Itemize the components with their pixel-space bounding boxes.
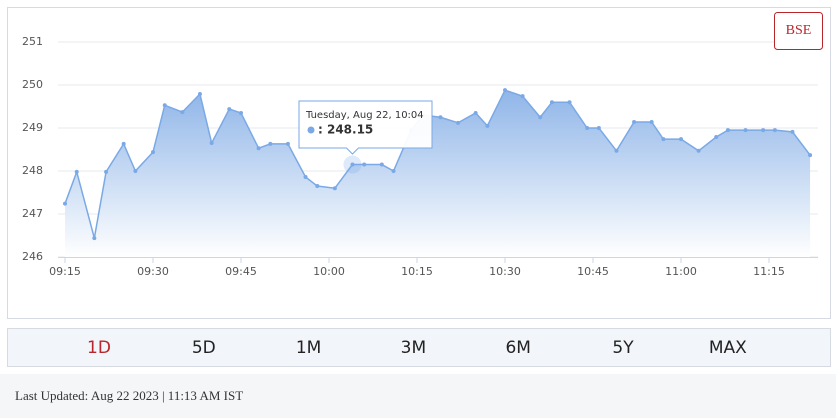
x-tick-label: 11:00 <box>665 265 697 278</box>
plot: 246 247 248 249 250 251 09:15 09:30 09:45 10:00 10… <box>22 35 818 278</box>
point <box>268 141 273 146</box>
point <box>520 94 525 99</box>
point <box>679 137 683 142</box>
point <box>74 169 79 174</box>
point <box>696 148 701 153</box>
x-tick-label: 10:00 <box>313 265 345 278</box>
point <box>772 128 777 133</box>
tabs: 1D 5D 1M 3M 6M 5Y MAX <box>87 338 747 358</box>
point <box>315 184 320 189</box>
point <box>256 146 261 151</box>
y-tick-label: 251 <box>22 35 43 48</box>
point <box>180 110 185 115</box>
bse-button[interactable] <box>774 12 823 50</box>
point <box>632 119 637 124</box>
point <box>761 128 766 133</box>
point <box>438 115 443 120</box>
point <box>714 135 719 140</box>
point <box>350 162 355 167</box>
point <box>473 110 478 115</box>
tab[interactable]: 1D <box>87 338 111 358</box>
tooltip-text: : 248.15 <box>318 123 373 137</box>
tab[interactable]: 1M <box>296 338 321 358</box>
point <box>239 110 243 115</box>
point <box>743 128 748 133</box>
y-tick-label: 250 <box>22 78 43 91</box>
point <box>567 100 572 105</box>
point <box>503 88 507 93</box>
tooltip-title: Tuesday, Aug 22, 10:04 <box>305 110 424 121</box>
point <box>661 137 666 142</box>
point <box>303 175 308 180</box>
x-tick-label: 11:15 <box>753 265 785 278</box>
point <box>596 126 601 130</box>
x-tick-label: 09:30 <box>137 265 169 278</box>
tab[interactable]: MAX <box>709 338 747 358</box>
point <box>162 103 167 108</box>
point <box>549 100 554 105</box>
x-tick-label: 10:45 <box>577 265 609 278</box>
x-tick-label: 10:15 <box>401 265 433 278</box>
point <box>121 141 126 146</box>
point <box>151 150 155 155</box>
point <box>104 169 109 174</box>
point <box>133 169 138 173</box>
y-tick-label: 246 <box>22 250 43 263</box>
tab-bar <box>7 328 831 367</box>
x-tick-label: 09:45 <box>225 265 257 278</box>
point <box>379 162 384 167</box>
point <box>209 141 214 146</box>
y-tick-label: 249 <box>22 121 43 134</box>
point <box>391 169 396 173</box>
y-tick-label: 248 <box>22 164 43 177</box>
point <box>649 119 654 124</box>
point <box>92 236 97 241</box>
y-tick-label: 247 <box>22 207 43 220</box>
x-tick-label: 09:15 <box>49 265 81 278</box>
tab[interactable]: 3M <box>401 338 426 358</box>
last-updated: Last Updated: Aug 22 2023 | 11:13 AM IST <box>15 388 243 403</box>
tab[interactable]: 5Y <box>612 338 634 358</box>
tooltip-box <box>298 100 433 155</box>
bse-label[interactable]: BSE <box>786 23 812 38</box>
point <box>332 186 337 191</box>
point <box>538 115 543 120</box>
point <box>197 92 202 97</box>
point <box>614 148 619 153</box>
footer-bg <box>0 374 836 418</box>
tooltip-dot <box>307 126 315 134</box>
x-tick-label: 10:30 <box>489 265 521 278</box>
area <box>65 90 811 257</box>
tab[interactable]: 6M <box>505 338 530 358</box>
point <box>585 126 590 130</box>
point <box>63 201 67 206</box>
point <box>790 129 795 134</box>
point <box>227 107 232 112</box>
point <box>362 162 367 167</box>
point <box>285 141 290 146</box>
tab[interactable]: 5D <box>192 338 216 358</box>
point <box>485 123 490 128</box>
point <box>725 128 730 133</box>
point <box>456 120 461 125</box>
point <box>808 153 813 158</box>
